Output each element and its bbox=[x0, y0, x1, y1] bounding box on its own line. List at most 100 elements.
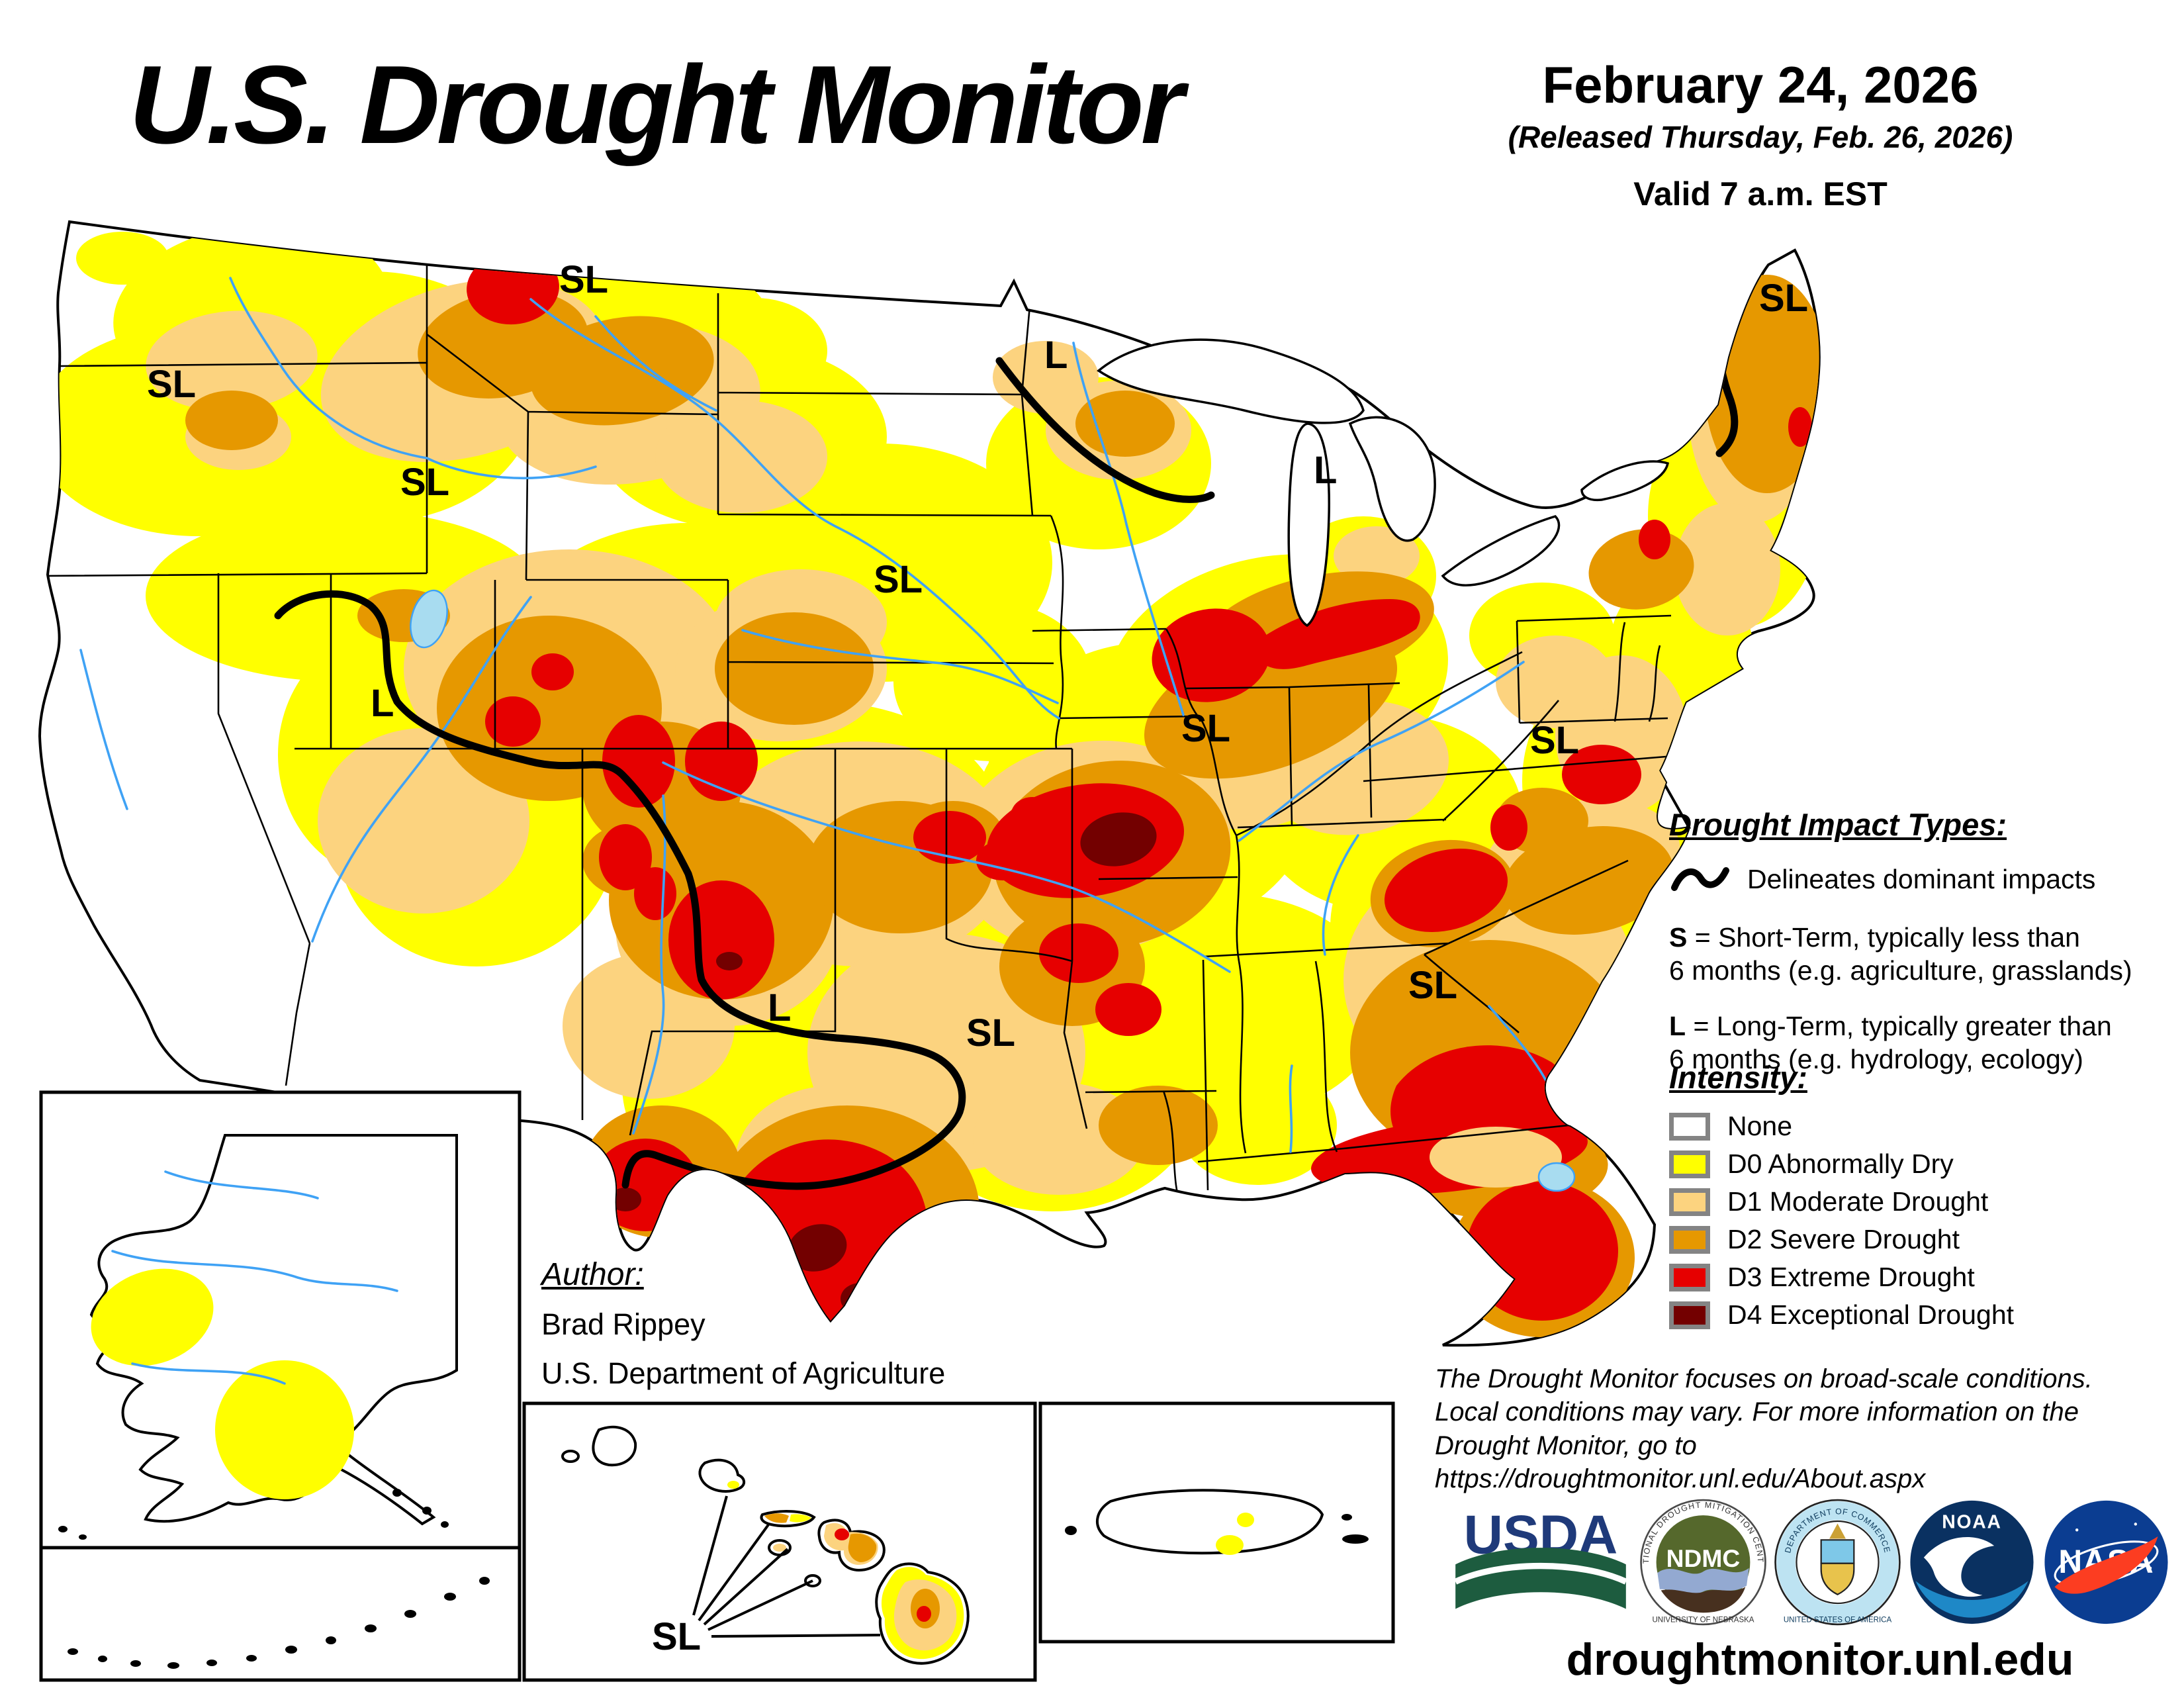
legend-row-d3: D3 Extreme Drought bbox=[1669, 1258, 2180, 1296]
impact-label-sl: SL bbox=[1759, 277, 1808, 320]
maui bbox=[817, 1519, 886, 1572]
intensity-legend: Intensity: None D0 Abnormally Dry D1 Mod… bbox=[1669, 1059, 2180, 1334]
legend-row-d4: D4 Exceptional Drought bbox=[1669, 1296, 2180, 1334]
drought-shading bbox=[40, 223, 1819, 1337]
disclaimer-line2: Local conditions may vary. For more info… bbox=[1435, 1397, 2079, 1427]
short-term-prefix: S bbox=[1669, 922, 1688, 953]
short-term-line2: 6 months (e.g. agriculture, grasslands) bbox=[1669, 955, 2132, 986]
disclaimer-line1: The Drought Monitor focuses on broad-sca… bbox=[1435, 1364, 2093, 1393]
long-term-line2: 6 months (e.g. hydrology, ecology) bbox=[1669, 1044, 2083, 1075]
legend-label: None bbox=[1727, 1111, 1793, 1141]
aleutian-islands bbox=[58, 1489, 490, 1669]
vieques-island bbox=[1342, 1534, 1369, 1544]
impact-label-l: L bbox=[768, 986, 791, 1029]
florida-d1-band bbox=[1430, 1127, 1562, 1188]
impact-label-l: L bbox=[371, 682, 394, 725]
puerto-rico-outline bbox=[1096, 1489, 1324, 1555]
alaska-inset bbox=[39, 1090, 522, 1682]
long-term-prefix: L bbox=[1669, 1011, 1686, 1042]
long-term-definition: L = Long-Term, typically greater than 6 … bbox=[1669, 1009, 2180, 1076]
lake-huron bbox=[1348, 416, 1436, 542]
swatch-d3 bbox=[1669, 1263, 1710, 1291]
ndmc-wave-icon bbox=[1657, 1568, 1749, 1593]
molokai bbox=[760, 1510, 816, 1528]
legend-row-d0: D0 Abnormally Dry bbox=[1669, 1145, 2180, 1183]
ndmc-wordmark: NDMC bbox=[1666, 1544, 1741, 1572]
lake-okeechobee bbox=[1537, 1162, 1576, 1192]
valid-time: Valid 7 a.m. EST bbox=[1633, 175, 1888, 212]
swatch-none bbox=[1669, 1112, 1710, 1141]
commerce-ring-text-bottom: UNITED STATES OF AMERICA bbox=[1784, 1616, 1892, 1624]
long-term-line1: = Long-Term, typically greater than bbox=[1686, 1011, 2112, 1042]
legend-row-d1: D1 Moderate Drought bbox=[1669, 1183, 2180, 1221]
noaa-sea-icon bbox=[1915, 1580, 2028, 1618]
noaa-circle bbox=[1910, 1500, 2034, 1624]
pr-d0-spot1 bbox=[1237, 1513, 1254, 1527]
site-url: droughtmonitor.unl.edu bbox=[1566, 1634, 2074, 1685]
commerce-ring-band bbox=[1776, 1501, 1899, 1623]
impact-legend-heading: Drought Impact Types: bbox=[1669, 807, 2007, 842]
lake-superior bbox=[1097, 338, 1365, 424]
impact-label-sl: SL bbox=[966, 1011, 1015, 1055]
agency-logos: USDA NDMC NATIONAL DROUGHT MITIGATION CE… bbox=[1448, 1491, 2179, 1633]
delineates-label: Delineates dominant impacts bbox=[1747, 863, 2096, 894]
author-heading: Author: bbox=[541, 1257, 644, 1292]
impact-label-sl: SL bbox=[652, 1615, 701, 1658]
commerce-shield-top bbox=[1820, 1538, 1855, 1564]
swatch-d2 bbox=[1669, 1225, 1710, 1254]
ndmc-ring-text-bottom: UNIVERSITY OF NEBRASKA bbox=[1652, 1616, 1754, 1624]
usda-swoosh-icon bbox=[1454, 1562, 1627, 1585]
lake-erie bbox=[1441, 515, 1561, 586]
puerto-rico-inset bbox=[1038, 1401, 1395, 1644]
short-term-definition: S = Short-Term, typically less than 6 mo… bbox=[1669, 921, 2180, 987]
swatch-d1 bbox=[1669, 1188, 1710, 1216]
author-name: Brad Rippey bbox=[541, 1307, 705, 1341]
impact-label-sl: SL bbox=[874, 558, 923, 601]
swatch-d4 bbox=[1669, 1301, 1710, 1329]
intensity-heading: Intensity: bbox=[1669, 1060, 1807, 1095]
impact-types-legend: Drought Impact Types: Delineates dominan… bbox=[1669, 806, 2180, 1076]
alaska-rivers bbox=[111, 1170, 398, 1385]
legend-label: D0 Abnormally Dry bbox=[1727, 1149, 1954, 1179]
hawaii-label-lines bbox=[692, 1495, 881, 1638]
delineation-curve-icon bbox=[1671, 867, 1729, 891]
author-block: Author: Brad Rippey U.S. Department of A… bbox=[541, 1256, 945, 1391]
alaska-d0-southcentral bbox=[215, 1360, 354, 1499]
legend-label: D2 Severe Drought bbox=[1727, 1224, 1960, 1254]
impact-label-sl: SL bbox=[1530, 719, 1579, 762]
legend-row-none: None bbox=[1669, 1107, 2180, 1145]
impact-label-sl: SL bbox=[400, 461, 449, 504]
legend-label: D4 Exceptional Drought bbox=[1727, 1299, 2015, 1330]
lanai-d1 bbox=[773, 1544, 786, 1552]
state-boundaries bbox=[46, 224, 1675, 1211]
short-term-line1: = Short-Term, typically less than bbox=[1687, 922, 2080, 953]
big-island bbox=[875, 1562, 970, 1665]
impact-label-sl: SL bbox=[559, 258, 608, 301]
map-date-block: February 24, 2026 (Released Thursday, Fe… bbox=[1423, 58, 2098, 213]
map-date: February 24, 2026 bbox=[1542, 56, 1979, 114]
alaska-outline bbox=[89, 1134, 458, 1526]
noaa-logo: NOAA bbox=[1910, 1500, 2034, 1624]
usda-logo: USDA bbox=[1454, 1505, 1627, 1609]
hawaii-inset bbox=[522, 1401, 1037, 1682]
commerce-seal-logo: DEPARTMENT OF COMMERCE UNITED STATES OF … bbox=[1774, 1499, 1901, 1625]
legend-label: D1 Moderate Drought bbox=[1727, 1186, 1989, 1217]
alaska-d0-west bbox=[91, 1268, 214, 1366]
nasa-swoosh-icon bbox=[2054, 1536, 2158, 1594]
noaa-wordmark: NOAA bbox=[1942, 1511, 2002, 1532]
great-salt-lake bbox=[410, 589, 448, 649]
impact-label-l: L bbox=[1044, 334, 1068, 377]
legend-row-d2: D2 Severe Drought bbox=[1669, 1221, 2180, 1258]
great-lakes bbox=[1097, 338, 1670, 628]
niihau bbox=[561, 1450, 580, 1463]
impact-label-l: L bbox=[1314, 449, 1337, 492]
nasa-logo: NASA bbox=[2044, 1500, 2168, 1624]
lake-michigan bbox=[1287, 422, 1330, 628]
legend-label: D3 Extreme Drought bbox=[1727, 1262, 1975, 1292]
impact-label-sl: SL bbox=[147, 363, 196, 406]
commerce-shield-bottom bbox=[1820, 1562, 1855, 1595]
noaa-gull-icon bbox=[1923, 1536, 1995, 1597]
release-date: (Released Thursday, Feb. 26, 2026) bbox=[1508, 119, 2013, 154]
